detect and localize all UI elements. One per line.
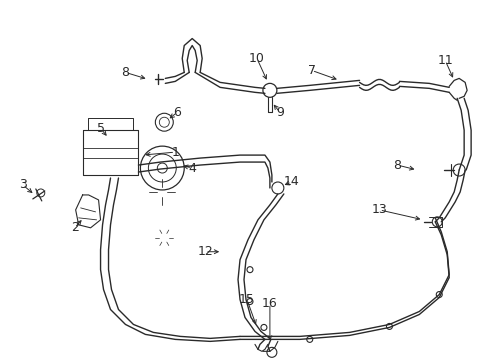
Text: 7: 7: [307, 64, 315, 77]
Text: 14: 14: [284, 175, 299, 189]
Text: 2: 2: [71, 221, 79, 234]
Text: 10: 10: [248, 52, 264, 65]
Text: 11: 11: [436, 54, 452, 67]
Text: 15: 15: [239, 293, 254, 306]
Text: 12: 12: [197, 245, 213, 258]
Text: 1: 1: [171, 145, 179, 159]
Text: 8: 8: [393, 158, 401, 172]
Text: 16: 16: [262, 297, 277, 310]
Text: 6: 6: [173, 106, 181, 119]
Text: 5: 5: [96, 122, 104, 135]
Text: 8: 8: [121, 66, 129, 79]
Text: 3: 3: [19, 179, 27, 192]
Text: 4: 4: [188, 162, 196, 175]
Text: 9: 9: [275, 106, 283, 119]
Text: 13: 13: [371, 203, 386, 216]
